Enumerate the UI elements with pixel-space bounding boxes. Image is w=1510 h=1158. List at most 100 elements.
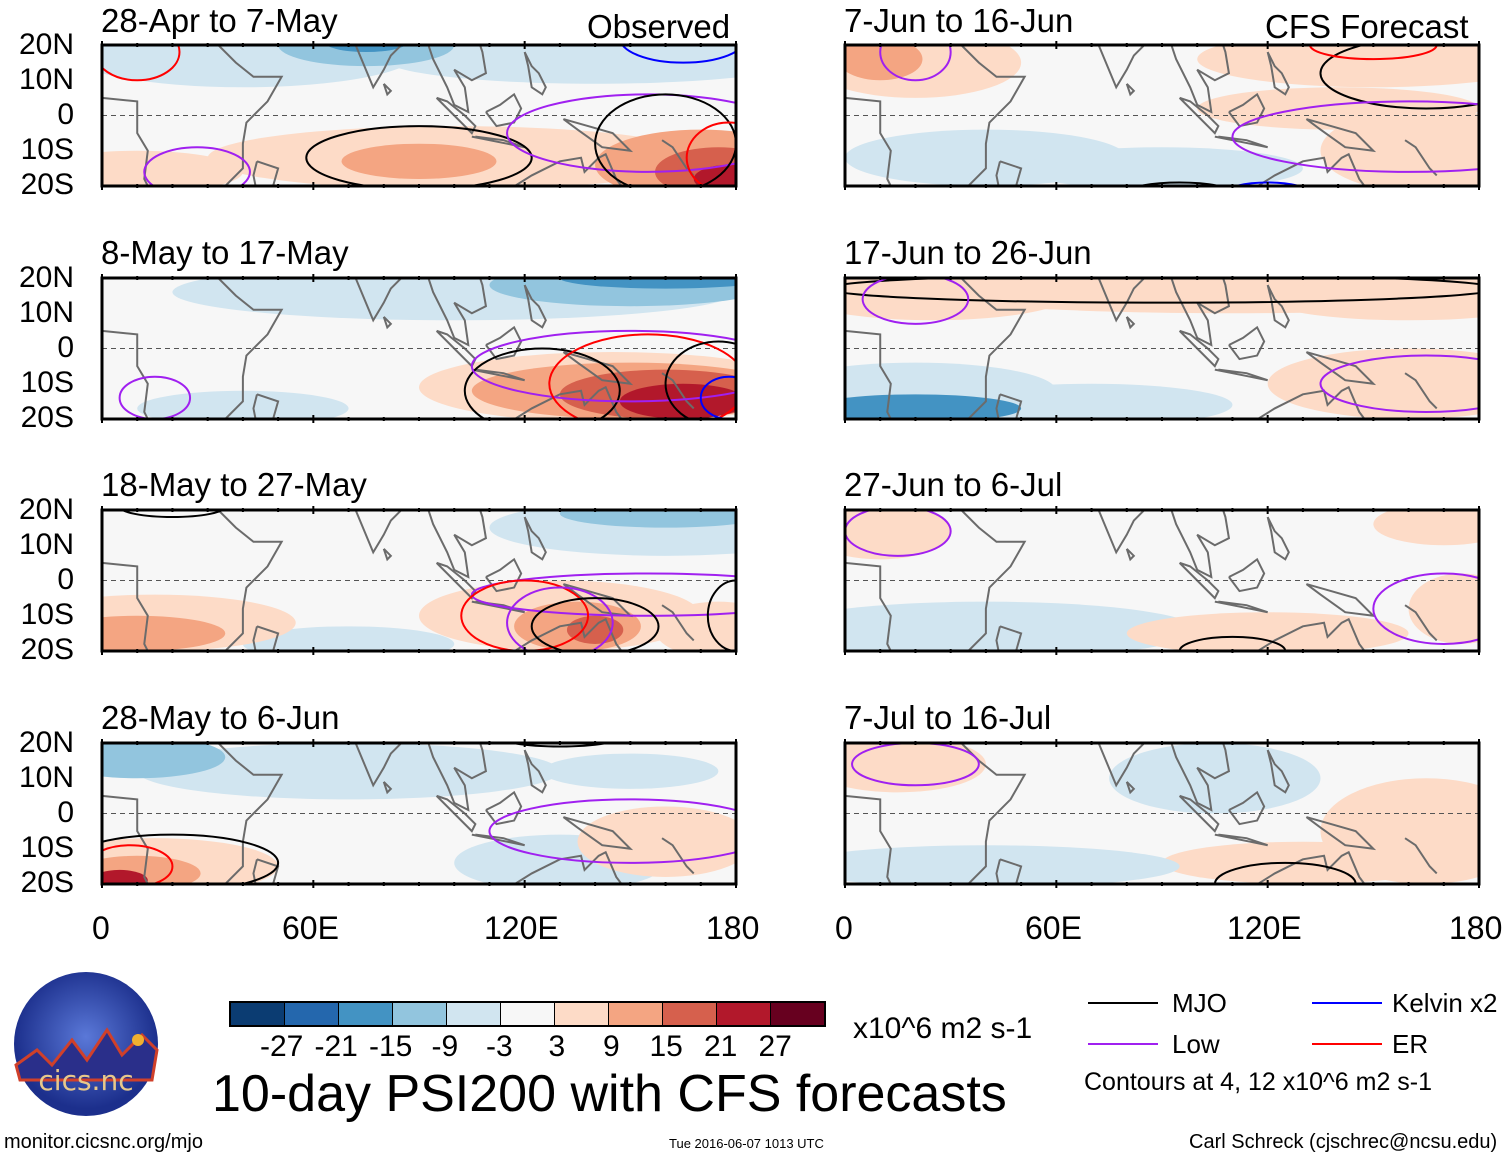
lon-label: 0 (835, 910, 853, 946)
coastline (382, 781, 393, 795)
coastline (1228, 790, 1266, 826)
coastline (1125, 781, 1136, 795)
colorbar-swatch (285, 1003, 339, 1025)
colorbar-swatch (447, 1003, 501, 1025)
lat-label: 10S (20, 831, 74, 864)
mjo-contour (1319, 45, 1479, 110)
colorbar-swatch (717, 1003, 771, 1025)
panel-title: 27-Jun to 6-Jul (844, 466, 1063, 503)
coastline (959, 45, 1027, 186)
negative-anomaly (559, 510, 736, 528)
mjo-contour (463, 347, 621, 419)
lat-label: 0 (57, 563, 74, 596)
coastline (1170, 278, 1231, 347)
coastline (1170, 743, 1231, 812)
lat-label: 20S (20, 633, 74, 666)
footer-url[interactable]: monitor.cicsnc.org/mjo (4, 1131, 203, 1153)
low-contour (1231, 100, 1479, 173)
coastline (102, 96, 149, 186)
legend-swatch-er (1312, 1043, 1382, 1045)
negative-anomaly (137, 743, 560, 800)
negative-anomaly (278, 45, 455, 67)
coastline (102, 329, 149, 419)
coastline (1228, 557, 1266, 593)
kelvin-contour (621, 45, 736, 64)
coastline (353, 743, 403, 788)
mjo-contour (507, 743, 613, 748)
coastline (512, 850, 623, 884)
legend-swatch-low (1088, 1043, 1158, 1045)
coastline (959, 510, 1027, 651)
lat-label: 20N (18, 726, 74, 759)
coastline (845, 561, 892, 651)
coastline (485, 790, 523, 826)
lat-label: 20N (18, 261, 74, 294)
coastline (1096, 278, 1146, 323)
low-contour (470, 329, 736, 403)
colorbar-label: 3 (548, 1030, 566, 1063)
svg-text:cics.nc: cics.nc (38, 1064, 133, 1097)
coastline (485, 557, 523, 593)
colorbar-label: -15 (369, 1030, 413, 1063)
colorbar-label: -3 (486, 1030, 513, 1063)
colorbar-label: -21 (314, 1030, 358, 1063)
lat-label: 10N (18, 761, 74, 794)
lat-label: 10N (18, 528, 74, 561)
negative-anomaly (242, 626, 455, 651)
lat-label: 20S (20, 866, 74, 899)
lat-label: 10N (18, 63, 74, 96)
contour-note: Contours at 4, 12 x10^6 m2 s-1 (1084, 1068, 1433, 1096)
coastline (959, 278, 1027, 419)
lon-label: 60E (1025, 910, 1082, 946)
legend-swatch-mjo (1088, 1002, 1158, 1004)
panel-title: 18-May to 27-May (101, 466, 367, 503)
coastline (1266, 749, 1290, 794)
lat-label: 20N (18, 28, 74, 61)
negative-anomaly (102, 743, 226, 779)
panel-title: 8-May to 17-May (101, 234, 349, 271)
coastline (562, 816, 634, 851)
legend-label: Kelvin x2 (1392, 988, 1498, 1018)
mjo-contour (845, 278, 1479, 304)
figure-title: 10-day PSI200 with CFS forecasts (212, 1065, 1007, 1123)
coastline (427, 743, 488, 812)
coastline (353, 278, 403, 323)
mjo-contour (664, 340, 736, 419)
lon-label: 0 (92, 910, 110, 946)
coastline (353, 45, 403, 90)
panel-title: 7-Jul to 16-Jul (844, 699, 1052, 736)
coastline (1125, 316, 1136, 330)
mjo-contour (1136, 181, 1224, 186)
mjo-contour (102, 833, 280, 884)
coastline (1255, 617, 1366, 651)
coastline (1305, 583, 1377, 618)
panel-title: 28-Apr to 7-May (101, 2, 338, 39)
cics-logo: cics.nc (14, 972, 159, 1116)
coastline (485, 92, 523, 128)
lat-label: 10S (20, 598, 74, 631)
map-panel (843, 506, 1481, 655)
panel-title: 28-May to 6-Jun (101, 699, 340, 736)
colorbar-label: -9 (431, 1030, 459, 1063)
lat-label: 20S (20, 401, 74, 434)
colorbar-swatch (339, 1003, 393, 1025)
panel-title: 17-Jun to 26-Jun (844, 234, 1092, 271)
coastline (845, 794, 892, 884)
lon-label: 180 (1449, 910, 1503, 946)
map-panel (100, 506, 738, 655)
coastline (512, 385, 623, 419)
negative-anomaly (383, 45, 736, 84)
lon-label: 120E (484, 910, 559, 946)
negative-anomaly (559, 278, 736, 289)
coastline (382, 316, 393, 330)
coastline (102, 561, 149, 651)
coastline (1125, 83, 1136, 97)
negative-anomaly (542, 753, 719, 789)
coastline (1096, 510, 1146, 555)
coastline (1305, 118, 1377, 153)
lon-label: 120E (1227, 910, 1302, 946)
mjo-contour (120, 510, 225, 519)
negative-anomaly (845, 845, 1180, 884)
panel-title: 7-Jun to 16-Jun (844, 2, 1074, 39)
coastline (562, 118, 634, 153)
